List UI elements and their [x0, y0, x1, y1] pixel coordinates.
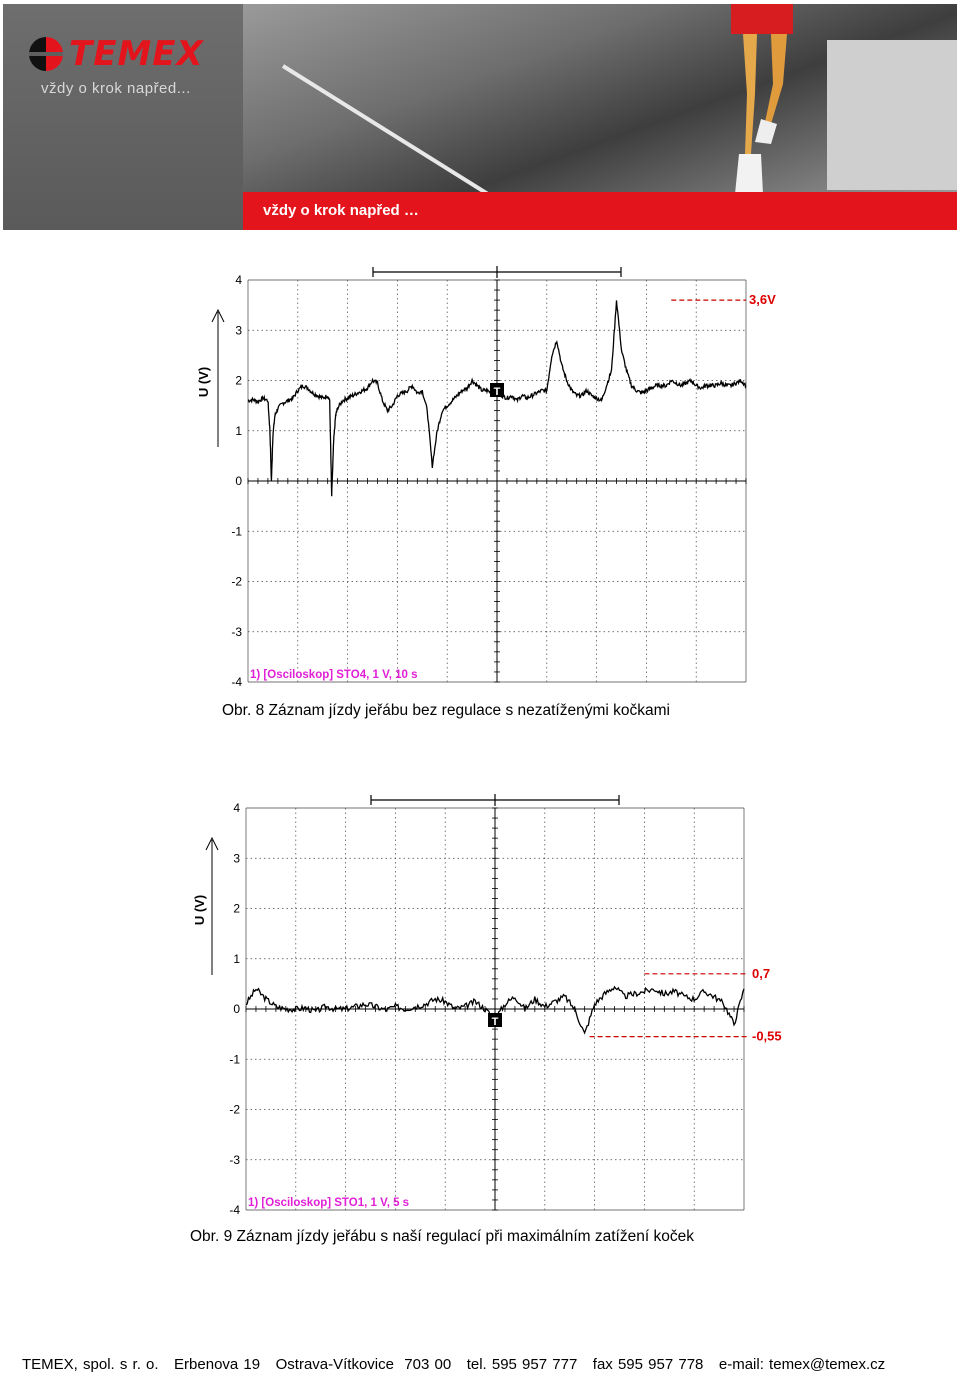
y-tick-label: -1 [231, 524, 242, 538]
y-tick-label: -2 [231, 575, 242, 589]
runner-legs-image [731, 4, 793, 192]
y-axis-arrow-head [211, 308, 225, 323]
track-line [281, 64, 505, 192]
header-banner: TEMEX vždy o krok napřed... vždy o krok … [3, 4, 957, 230]
y-tick-label: 3 [235, 323, 242, 337]
time-bracket [370, 794, 620, 806]
peak-annotation-label: 3,6V [749, 292, 776, 307]
y-axis-label: U (V) [196, 367, 211, 397]
y-tick-label: -3 [231, 625, 242, 639]
signal-trace [247, 300, 747, 497]
time-bracket [372, 266, 622, 278]
y-tick-label: -2 [229, 1103, 240, 1117]
y-tick-label: 3 [233, 851, 240, 865]
trigger-box [490, 383, 504, 397]
oscilloscope-chart-9: U (V) 4 3 2 1 0 -1 -2 -3 -4 T 1) [Osciloskop] STO1… [192, 794, 782, 1217]
trigger-label: T [492, 1016, 499, 1028]
advertising-board [827, 40, 957, 190]
logo-panel: TEMEX vždy o krok napřed... [3, 4, 243, 230]
high-annotation-label: 0,7 [752, 966, 770, 981]
logo-circle-icon [29, 37, 63, 71]
temex-logo: TEMEX [29, 34, 204, 74]
logo-slogan: vždy o krok napřed... [41, 80, 191, 97]
y-tick-label: 2 [233, 902, 240, 916]
channel-label: 1) [Osciloskop] STO4, 1 V, 10 s [250, 669, 417, 681]
figure-9-caption: Obr. 9 Záznam jízdy jeřábu s naší regula… [190, 1228, 694, 1245]
y-tick-label: 4 [233, 801, 240, 815]
y-axis-label: U (V) [192, 895, 207, 925]
y-tick-label: 1 [235, 424, 242, 438]
oscilloscope-chart-8: U (V) 4 3 2 1 0 -1 -2 -3 -4 T 1) [Osciloskop] STO4… [196, 266, 776, 689]
trigger-box [488, 1013, 502, 1027]
y-tick-label: -4 [229, 1203, 240, 1217]
y-axis-arrow-head [205, 836, 219, 851]
y-tick-label: 4 [235, 273, 242, 287]
y-tick-label: -1 [229, 1052, 240, 1066]
logo-text: TEMEX [69, 34, 204, 74]
trigger-marker: T [488, 1013, 502, 1028]
oscilloscope-figure-8: U (V) 4 3 2 1 0 -1 -2 -3 -4 T 1) [Osciloskop] STO4… [180, 262, 800, 692]
trigger-marker: T [490, 383, 504, 398]
trigger-label: T [494, 386, 501, 398]
slogan-bar: vždy o krok napřed … [243, 192, 957, 230]
banner-photo [243, 4, 957, 192]
grid [247, 279, 747, 683]
y-tick-label: 0 [233, 1002, 240, 1016]
low-annotation-label: -0,55 [752, 1029, 782, 1044]
channel-label: 1) [Osciloskop] STO1, 1 V, 5 s [248, 1197, 409, 1209]
y-tick-label: -3 [229, 1153, 240, 1167]
y-tick-label: 0 [235, 474, 242, 488]
y-tick-label: 2 [235, 374, 242, 388]
slogan-bar-text: vždy o krok napřed … [263, 202, 419, 219]
y-tick-label: -4 [231, 675, 242, 689]
footer-contact: TEMEX, spol. s r. o. Erbenova 19 Ostrava… [22, 1356, 886, 1373]
oscilloscope-figure-9: U (V) 4 3 2 1 0 -1 -2 -3 -4 T 1) [Osciloskop] STO1… [178, 790, 798, 1220]
figure-8-caption: Obr. 8 Záznam jízdy jeřábu bez regulace … [222, 702, 670, 719]
grid [245, 807, 745, 1211]
y-tick-label: 1 [233, 952, 240, 966]
